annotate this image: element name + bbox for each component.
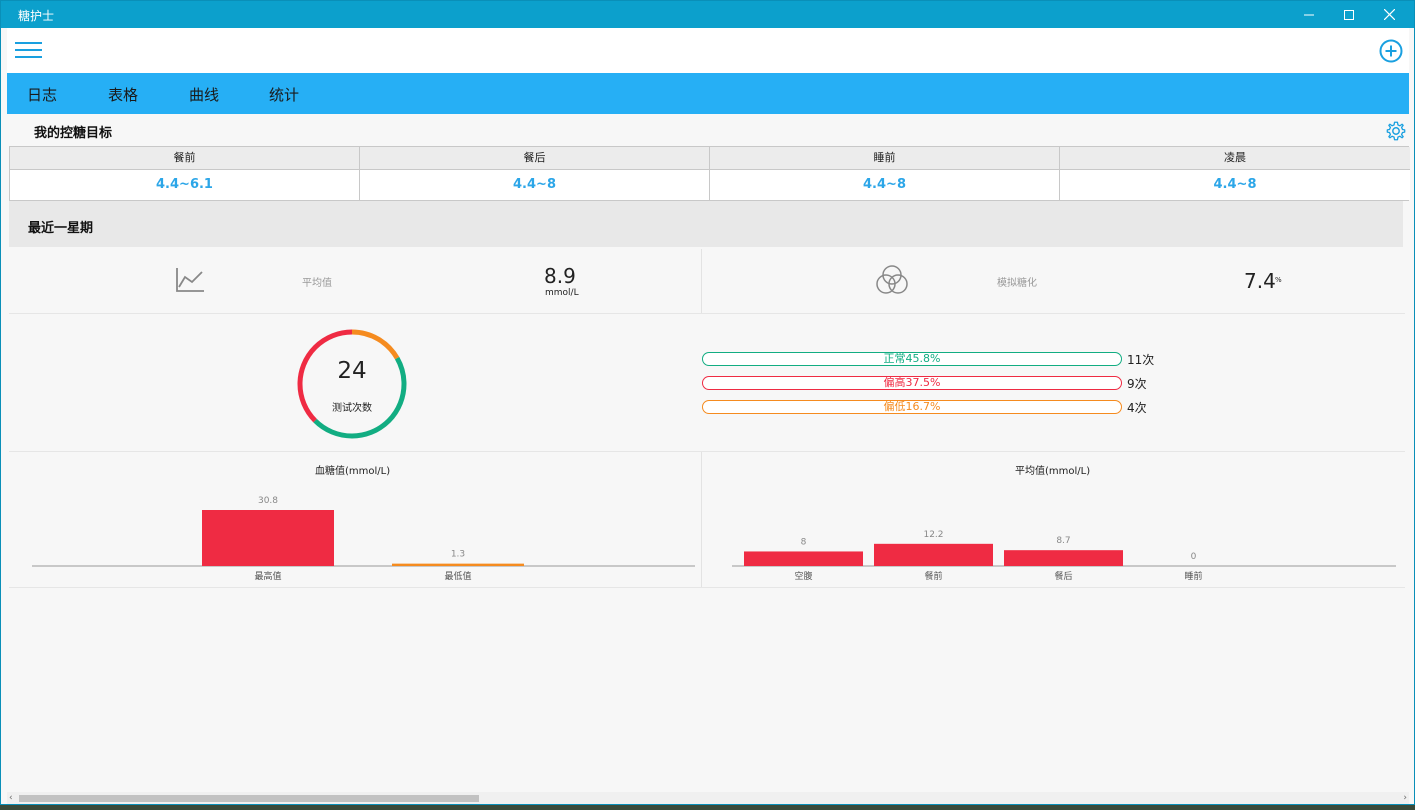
goal-value: 4.4~6.1 (10, 170, 359, 200)
line-chart-icon (176, 268, 204, 292)
category-label: 最高值 (254, 570, 281, 582)
bar-餐前 (874, 543, 993, 566)
minimize-icon (1304, 14, 1314, 15)
hamburger-line (15, 49, 42, 51)
average-unit: mmol/L (545, 288, 579, 298)
divider (9, 451, 1405, 452)
divider (701, 249, 702, 313)
low-percent-bar: 偏低16.7% (702, 400, 1122, 414)
add-icon[interactable] (1379, 39, 1403, 63)
test-count-value: 24 (337, 358, 367, 384)
goal-header: 睡前 (710, 147, 1059, 170)
close-icon (1383, 9, 1395, 20)
goal-value: 4.4~8 (1060, 170, 1410, 200)
bar-value-label: 8.7 (1056, 536, 1070, 546)
goal-value: 4.4~8 (710, 170, 1059, 200)
scroll-right-icon[interactable]: › (1403, 793, 1407, 803)
bar-最低值 (392, 563, 524, 566)
hba1c-value: 7.4 (1244, 269, 1276, 293)
maximize-button[interactable] (1329, 1, 1369, 28)
settings-gear-icon[interactable] (1385, 120, 1407, 142)
goal-header: 凌晨 (1060, 147, 1410, 170)
scroll-left-icon[interactable]: ‹ (9, 793, 13, 803)
bar-空腹 (744, 551, 863, 566)
divider (9, 587, 1405, 588)
app-toolbar (7, 28, 1409, 73)
goal-column-after-meal: 餐后 4.4~8 (360, 147, 710, 200)
normal-count: 11次 (1127, 353, 1155, 367)
donut-segment-偏高 (297, 329, 407, 439)
goal-column-bedtime: 睡前 4.4~8 (710, 147, 1060, 200)
hamburger-line (15, 56, 42, 58)
bar-餐后 (1004, 550, 1123, 566)
title-bar: 糖护士 (1, 1, 1414, 28)
week-title: 最近一星期 (28, 221, 94, 236)
statistics-content: 我的控糖目标 餐前 4.4~6.1 餐后 4.4~8 睡前 4.4~8 凌晨 4… (7, 114, 1410, 794)
maximize-icon (1344, 9, 1354, 20)
divider (9, 313, 1405, 314)
category-label: 餐后 (1054, 570, 1072, 582)
bar-value-label: 0 (1191, 552, 1197, 562)
horizontal-scrollbar[interactable]: ‹ › (7, 792, 1409, 804)
test-count-donut (297, 329, 407, 439)
goal-column-before-meal: 餐前 4.4~6.1 (10, 147, 360, 200)
chart-title-glucose: 血糖值(mmol/L) (315, 466, 391, 477)
category-label: 睡前 (1184, 570, 1202, 582)
goal-header: 餐后 (360, 147, 709, 170)
window-title: 糖护士 (18, 9, 55, 23)
glucose-bar-chart: 30.8 最高值 1.3 最低值 (32, 496, 695, 582)
tab-table[interactable]: 表格 (108, 86, 139, 104)
average-label: 平均值 (302, 278, 332, 289)
high-count: 9次 (1127, 377, 1147, 391)
tab-curve[interactable]: 曲线 (189, 86, 220, 104)
category-label: 空腹 (794, 570, 812, 582)
bar-value-label: 30.8 (258, 496, 278, 506)
bar-value-label: 12.2 (923, 530, 943, 540)
goal-value: 4.4~8 (360, 170, 709, 200)
hba1c-label: 模拟糖化 (997, 278, 1037, 289)
bar-最高值 (202, 510, 334, 566)
average-value: 8.9 (544, 264, 576, 288)
goal-title: 我的控糖目标 (34, 126, 113, 141)
week-section-header: 最近一星期 (9, 201, 1403, 247)
high-percent-bar: 偏高37.5% (702, 376, 1122, 390)
goal-header: 餐前 (10, 147, 359, 170)
close-button[interactable] (1369, 1, 1409, 28)
tab-log[interactable]: 日志 (27, 86, 58, 104)
hamburger-line (15, 42, 42, 44)
chart-title-average: 平均值(mmol/L) (1015, 466, 1091, 477)
bar-value-label: 8 (801, 537, 807, 547)
category-label: 餐前 (924, 570, 942, 582)
goal-column-early-morning: 凌晨 4.4~8 (1060, 147, 1410, 200)
average-bar-chart: 8 空腹 12.2 餐前 8.7 餐后 0 睡前 (732, 530, 1396, 582)
hba1c-unit: % (1275, 276, 1282, 284)
scrollbar-thumb[interactable] (19, 795, 479, 802)
test-count-label: 测试次数 (332, 403, 372, 414)
normal-percent-bar: 正常45.8% (702, 352, 1122, 366)
bar-value-label: 1.3 (451, 550, 465, 560)
tab-bar: 日志 表格 曲线 统计 (7, 73, 1409, 114)
goal-table: 餐前 4.4~6.1 餐后 4.4~8 睡前 4.4~8 凌晨 4.4~8 (9, 146, 1410, 201)
category-label: 最低值 (444, 570, 471, 582)
low-count: 4次 (1127, 401, 1147, 415)
donut-segment-正常 (297, 329, 407, 439)
tab-statistics[interactable]: 统计 (269, 86, 300, 104)
menu-button[interactable] (15, 40, 43, 62)
divider (701, 452, 702, 587)
venn-circles-icon (876, 265, 908, 294)
minimize-button[interactable] (1289, 1, 1329, 28)
